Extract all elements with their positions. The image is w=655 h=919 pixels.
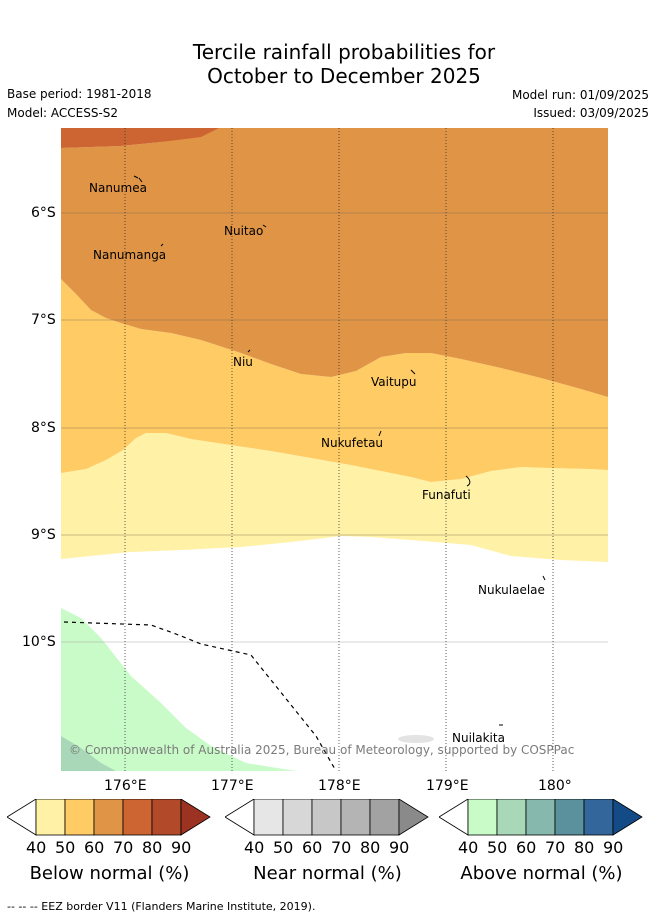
lat-tick-6s: 6°S — [31, 205, 56, 221]
near-normal-colorbar-title: Near normal (%) — [225, 863, 430, 884]
above-normal-swatch-50 — [497, 799, 526, 835]
place-label-vaitupu: Vaitupu — [371, 375, 417, 389]
island-land-mass — [398, 735, 434, 743]
near-normal-label-80: 80 — [360, 838, 380, 857]
near-normal-swatch-40 — [254, 799, 283, 835]
below-normal-label-50: 50 — [55, 838, 75, 857]
eez-footnote: -- -- -- EEZ border V11 (Flanders Marine… — [7, 900, 315, 913]
above-normal-label-70: 70 — [545, 838, 565, 857]
below-normal-colorbar — [7, 799, 212, 839]
below-normal-label-90: 90 — [171, 838, 191, 857]
near-normal-label-70: 70 — [331, 838, 351, 857]
near-normal-colorbar — [225, 799, 430, 839]
place-label-funafuti: Funafuti — [422, 488, 471, 502]
lat-tick-9s: 9°S — [31, 527, 56, 543]
above-normal-high-extension — [613, 799, 642, 835]
lon-tick-178e: 178°E — [318, 778, 361, 794]
above-normal-colorbar-title: Above normal (%) — [439, 863, 644, 884]
near-normal-label-90: 90 — [389, 838, 409, 857]
above-normal-low-extension — [439, 799, 468, 835]
below-normal-colorbar-title: Below normal (%) — [7, 863, 212, 884]
near-normal-swatch-60 — [312, 799, 341, 835]
place-label-nanumea: Nanumea — [89, 181, 147, 195]
issued-date: Issued: 03/09/2025 — [533, 106, 649, 120]
title-line-2: October to December 2025 — [0, 64, 655, 88]
above-normal-label-90: 90 — [603, 838, 623, 857]
above-normal-colorbar — [439, 799, 644, 839]
below-normal-high-extension — [181, 799, 210, 835]
below-normal-swatch-70 — [123, 799, 152, 835]
near-normal-label-60: 60 — [302, 838, 322, 857]
near-normal-label-50: 50 — [273, 838, 293, 857]
place-label-nukufetau: Nukufetau — [321, 436, 383, 450]
above-normal-label-40: 40 — [458, 838, 478, 857]
above-normal-swatch-70 — [555, 799, 584, 835]
below-normal-low-extension — [7, 799, 36, 835]
place-label-nuitao: Nuitao — [224, 224, 263, 238]
near-normal-low-extension — [225, 799, 254, 835]
below-normal-label-40: 40 — [26, 838, 46, 857]
lat-tick-10s: 10°S — [22, 634, 56, 650]
lon-tick-179e: 179°E — [426, 778, 469, 794]
map-title: Tercile rainfall probabilities for Octob… — [0, 40, 655, 88]
below-normal-swatch-80 — [152, 799, 181, 835]
copyright-credit: © Commonwealth of Australia 2025, Bureau… — [69, 743, 574, 757]
below-normal-swatch-60 — [94, 799, 123, 835]
place-label-nukulaelae: Nukulaelae — [478, 583, 545, 597]
below-normal-label-60: 60 — [84, 838, 104, 857]
place-label-niu: Niu — [233, 355, 253, 369]
near-normal-swatch-50 — [283, 799, 312, 835]
above-normal-swatch-60 — [526, 799, 555, 835]
lon-tick-177e: 177°E — [211, 778, 254, 794]
above-normal-label-60: 60 — [516, 838, 536, 857]
near-normal-swatch-80 — [370, 799, 399, 835]
lon-tick-180: 180° — [538, 778, 572, 794]
above-normal-label-50: 50 — [487, 838, 507, 857]
base-period: Base period: 1981-2018 — [7, 87, 152, 101]
above-normal-label-80: 80 — [574, 838, 594, 857]
below-normal-swatch-40 — [36, 799, 65, 835]
lat-tick-7s: 7°S — [31, 312, 56, 328]
above-normal-swatch-80 — [584, 799, 613, 835]
lat-tick-8s: 8°S — [31, 420, 56, 436]
above-normal-swatch-40 — [468, 799, 497, 835]
below-normal-label-70: 70 — [113, 838, 133, 857]
near-normal-swatch-70 — [341, 799, 370, 835]
place-label-nanumanga: Nanumanga — [93, 248, 166, 262]
lon-tick-176e: 176°E — [104, 778, 147, 794]
near-normal-label-40: 40 — [244, 838, 264, 857]
model-name: Model: ACCESS-S2 — [7, 106, 118, 120]
below-normal-swatch-50 — [65, 799, 94, 835]
model-run: Model run: 01/09/2025 — [512, 88, 649, 102]
title-line-1: Tercile rainfall probabilities for — [0, 40, 655, 64]
below-normal-label-80: 80 — [142, 838, 162, 857]
near-normal-high-extension — [399, 799, 428, 835]
